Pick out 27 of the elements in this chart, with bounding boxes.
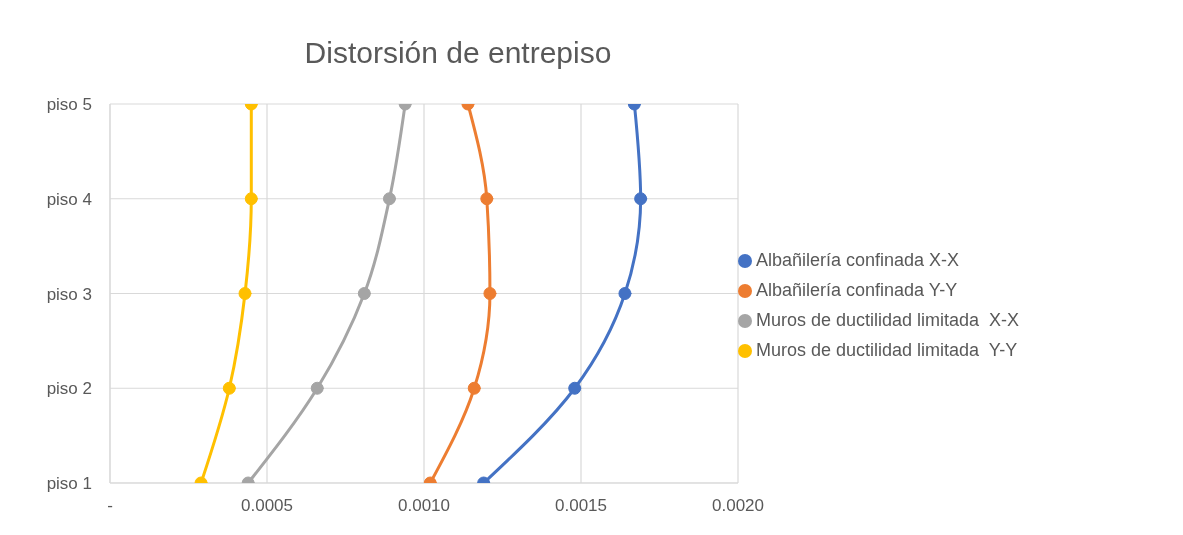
x-tick-label: 0.0015: [555, 496, 607, 516]
y-tick-label: piso 3: [46, 284, 92, 304]
legend-label: Muros de ductilidad limitada X-X: [756, 309, 1020, 330]
y-tick-label: piso 1: [46, 474, 92, 494]
x-tick-label: -: [107, 496, 113, 516]
point: [634, 192, 648, 206]
legend-label: Albañilería confinada X-X: [756, 249, 960, 270]
legend-label: Muros de ductilidad limitada Y-Y: [756, 339, 1018, 360]
point: [568, 381, 582, 395]
x-tick-label: 0.0005: [241, 496, 293, 516]
point: [222, 381, 236, 395]
y-tick-label: piso 4: [46, 189, 92, 209]
x-tick-label: 0.0020: [712, 496, 764, 516]
y-tick-label: piso 5: [46, 95, 92, 115]
point: [483, 287, 497, 300]
point: [310, 381, 324, 395]
legend-label: Albañilería confinada Y-Y: [756, 279, 958, 300]
point: [480, 192, 494, 206]
x-tick-label: 0.0010: [398, 496, 450, 516]
point: [357, 287, 371, 300]
point: [467, 381, 481, 395]
point: [244, 192, 258, 206]
y-tick-label: piso 2: [46, 379, 92, 399]
chart-title: Distorsión de entrepiso: [303, 35, 613, 71]
point: [238, 287, 252, 300]
point: [382, 192, 396, 206]
point: [618, 287, 632, 300]
